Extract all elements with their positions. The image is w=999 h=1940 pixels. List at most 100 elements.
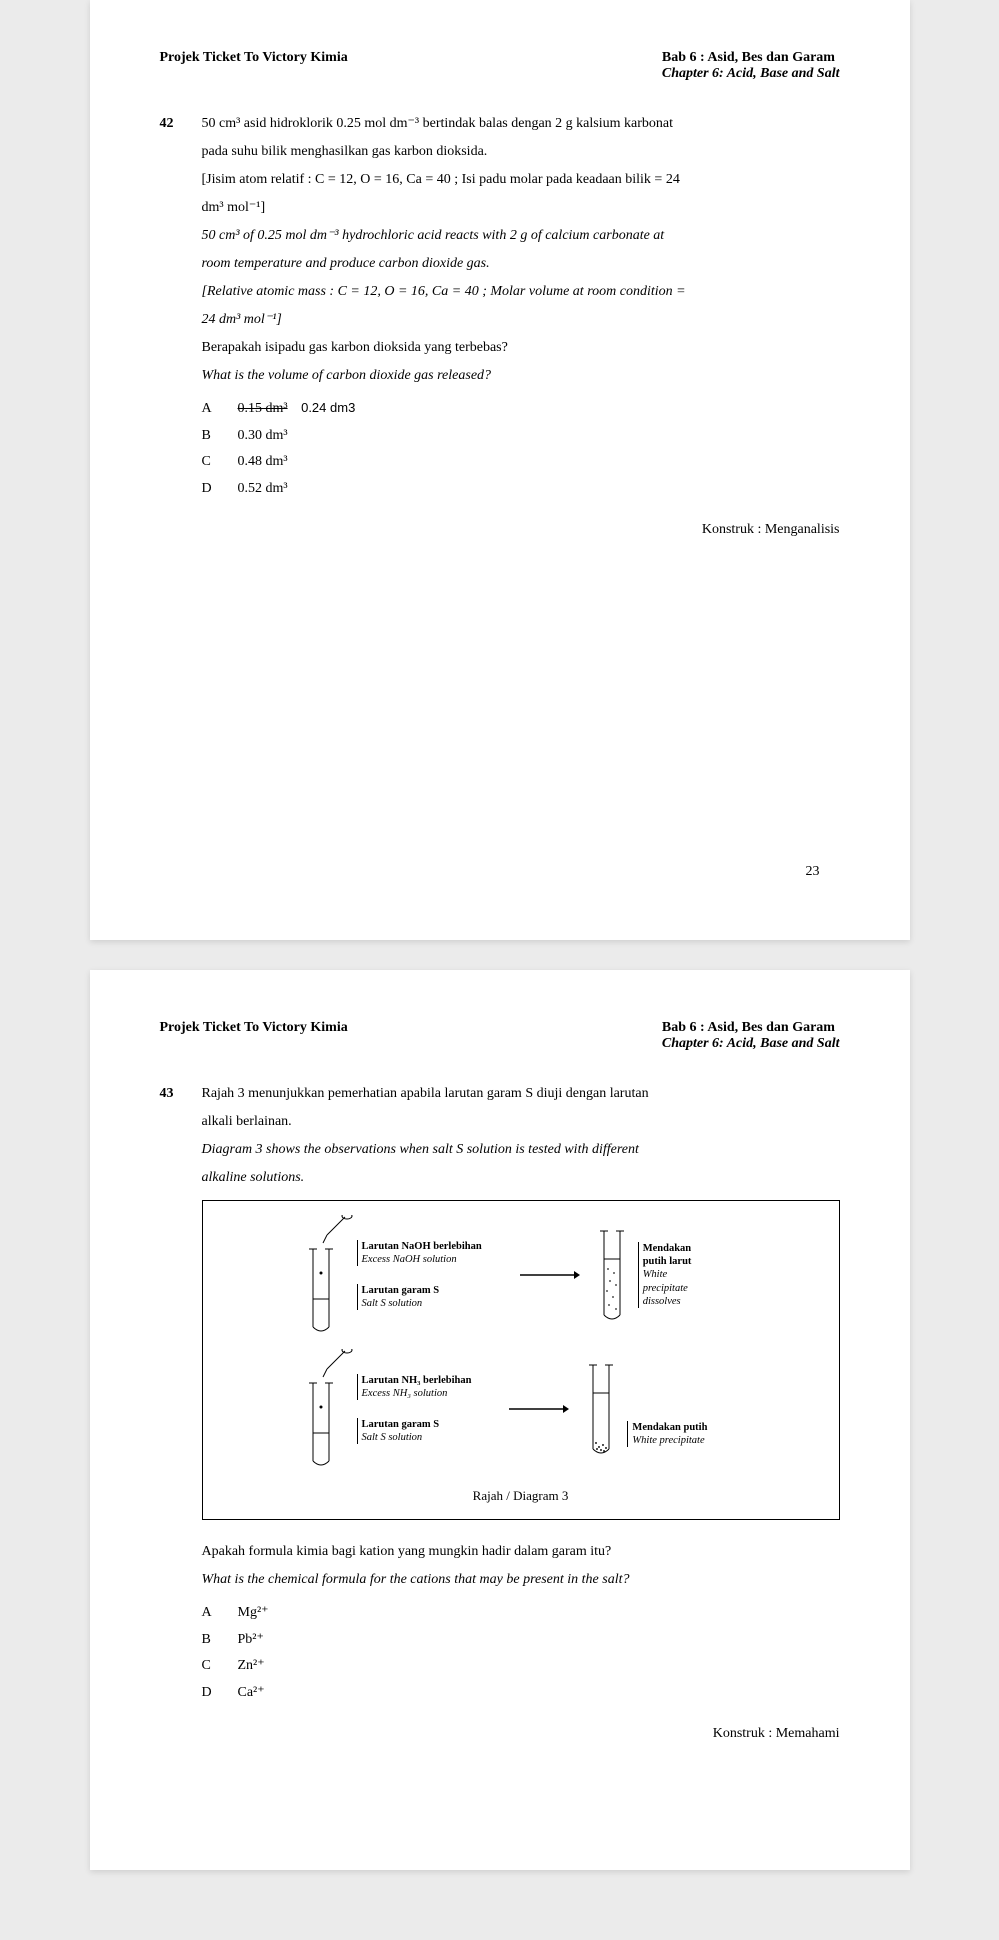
q43-option-b: B Pb²⁺ [202,1627,840,1654]
result-tube-2-icon [585,1359,619,1459]
option-a-strike: 0.15 dm³ [238,401,288,416]
option-d-text: 0.52 dm³ [238,476,288,503]
q42-options: A 0.15 dm³ 0.24 dm3 B 0.30 dm³ C 0.48 dm… [202,396,840,502]
option-c-text: Zn²⁺ [238,1653,265,1680]
header-left: Projek Ticket To Victory Kimia [160,1020,348,1052]
q42-option-d: D 0.52 dm³ [202,476,840,503]
header-right: Bab 6 : Asid, Bes dan Garam Chapter 6: A… [662,1020,840,1052]
labels-left-1: Larutan NaOH berlebihan Excess NaOH solu… [357,1240,482,1311]
option-c-text: 0.48 dm³ [238,449,288,476]
res2-ms: Mendakan putih [632,1421,707,1434]
option-b-text: Pb²⁺ [238,1627,264,1654]
q43-line3: Diagram 3 shows the observations when sa… [202,1136,840,1164]
option-letter: D [202,1680,216,1707]
q43-option-a: A Mg²⁺ [202,1600,840,1627]
res1-ms2: putih larut [643,1255,692,1268]
diagram-caption: Rajah / Diagram 3 [213,1483,829,1509]
header-chapter-en: Chapter 6: Acid, Base and Salt [662,66,840,82]
option-a-text: 0.15 dm³ 0.24 dm3 [238,396,356,423]
q43-question-en: What is the chemical formula for the cat… [202,1566,840,1594]
res2-en: White precipitate [632,1434,707,1447]
option-letter: B [202,423,216,450]
option-d-text: Ca²⁺ [238,1680,265,1707]
q43-question-ms: Apakah formula kimia bagi kation yang mu… [202,1538,840,1566]
q42-line8: 24 dm³ mol⁻¹] [202,306,840,334]
option-letter: C [202,1653,216,1680]
q43-line4: alkaline solutions. [202,1164,840,1192]
page-number: 23 [806,864,820,880]
option-letter: D [202,476,216,503]
q42-line9: Berapakah isipadu gas karbon dioksida ya… [202,334,840,362]
q42-line3: [Jisim atom relatif : C = 12, O = 16, Ca… [202,166,840,194]
q42-line1: 50 cm³ asid hidroklorik 0.25 mol dm⁻³ be… [202,110,840,138]
result-tube-1-icon [596,1225,630,1325]
option-letter: C [202,449,216,476]
q43-options: A Mg²⁺ B Pb²⁺ C Zn²⁺ D Ca²⁺ [202,1600,840,1706]
option-b-text: 0.30 dm³ [238,423,288,450]
header-left: Projek Ticket To Victory Kimia [160,50,348,82]
arrow-icon [520,1253,580,1297]
q43-line2: alkali berlainan. [202,1108,840,1136]
question-42: 42 50 cm³ asid hidroklorik 0.25 mol dm⁻³… [160,110,840,544]
salt-ms: Larutan garam S [362,1284,482,1297]
question-43: 43 Rajah 3 menunjukkan pemerhatian apabi… [160,1080,840,1748]
q43-line1: Rajah 3 menunjukkan pemerhatian apabila … [202,1080,840,1108]
dropper-tube-icon [293,1349,353,1469]
question-number: 43 [160,1080,184,1748]
salt-label-2: Larutan garam S Salt S solution [357,1418,472,1444]
option-letter: A [202,1600,216,1627]
question-number: 42 [160,110,184,544]
page-header: Projek Ticket To Victory Kimia Bab 6 : A… [160,50,840,82]
q42-line2: pada suhu bilik menghasilkan gas karbon … [202,138,840,166]
salt-ms-2: Larutan garam S [362,1418,472,1431]
page-2: Projek Ticket To Victory Kimia Bab 6 : A… [90,970,910,1870]
q42-option-a: A 0.15 dm³ 0.24 dm3 [202,396,840,423]
question-body: Rajah 3 menunjukkan pemerhatian apabila … [202,1080,840,1748]
header-chapter-en: Chapter 6: Acid, Base and Salt [662,1036,840,1052]
header-chapter-ms: Bab 6 : Asid, Bes dan Garam [662,50,840,66]
q43-konstruk: Konstruk : Memahami [202,1720,840,1748]
salt-en-2: Salt S solution [362,1431,472,1444]
result-2-label: Mendakan putih White precipitate [627,1421,707,1447]
nh3-ms: Larutan NH₃ berlebihan [362,1374,472,1387]
labels-left-2: Larutan NH₃ berlebihan Excess NH₃ soluti… [357,1374,472,1445]
header-right: Bab 6 : Asid, Bes dan Garam Chapter 6: A… [662,50,840,82]
q42-line6: room temperature and produce carbon diox… [202,250,840,278]
naoh-label: Larutan NaOH berlebihan Excess NaOH solu… [357,1240,482,1266]
option-letter: B [202,1627,216,1654]
tube-left-2 [293,1349,353,1469]
dropper-tube-icon [293,1215,353,1335]
caption-text: Rajah / Diagram 3 [473,1488,569,1503]
q43-option-c: C Zn²⁺ [202,1653,840,1680]
result-1-label: Mendakan putih larut White precipitate d… [638,1242,692,1308]
nh3-en: Excess NH₃ solution [362,1387,472,1400]
res1-ms1: Mendakan [643,1242,692,1255]
header-chapter-ms: Bab 6 : Asid, Bes dan Garam [662,1020,840,1036]
page-1: Projek Ticket To Victory Kimia Bab 6 : A… [90,0,910,940]
res1-en3: dissolves [643,1295,692,1308]
q42-line10: What is the volume of carbon dioxide gas… [202,362,840,390]
arrow-icon [509,1387,569,1431]
diagram-3: Larutan NaOH berlebihan Excess NaOH solu… [202,1200,840,1520]
q42-line7: [Relative atomic mass : C = 12, O = 16, … [202,278,840,306]
q42-line5: 50 cm³ of 0.25 mol dm⁻³ hydrochloric aci… [202,222,840,250]
q42-option-c: C 0.48 dm³ [202,449,840,476]
salt-en: Salt S solution [362,1297,482,1310]
salt-label-1: Larutan garam S Salt S solution [357,1284,482,1310]
q42-konstruk: Konstruk : Menganalisis [202,516,840,544]
nh3-label: Larutan NH₃ berlebihan Excess NH₃ soluti… [357,1374,472,1400]
option-a-correction: 0.24 dm3 [301,400,355,415]
naoh-en: Excess NaOH solution [362,1253,482,1266]
tube-left-1 [293,1215,353,1335]
naoh-ms: Larutan NaOH berlebihan [362,1240,482,1253]
experiment-row-nh3: Larutan NH₃ berlebihan Excess NH₃ soluti… [213,1349,829,1469]
question-body: 50 cm³ asid hidroklorik 0.25 mol dm⁻³ be… [202,110,840,544]
res1-en1: White [643,1268,692,1281]
q42-option-b: B 0.30 dm³ [202,423,840,450]
experiment-row-naoh: Larutan NaOH berlebihan Excess NaOH solu… [213,1215,829,1335]
res1-en2: precipitate [643,1282,692,1295]
q43-option-d: D Ca²⁺ [202,1680,840,1707]
q42-line4: dm³ mol⁻¹] [202,194,840,222]
option-letter: A [202,396,216,423]
option-a-text: Mg²⁺ [238,1600,269,1627]
